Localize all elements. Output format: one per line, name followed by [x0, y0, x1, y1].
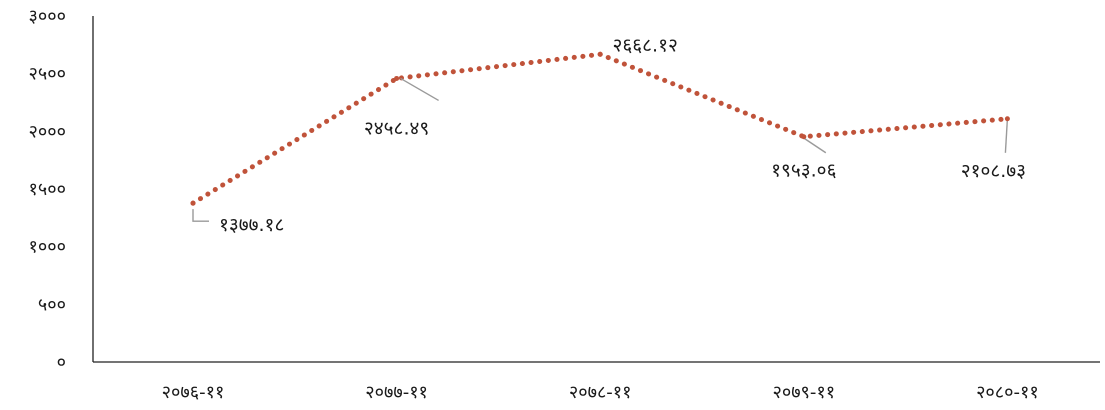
- y-tick-label: ३०००: [29, 6, 66, 27]
- x-tick-labels: २०७६-११ २०७७-११ २०७८-११ २०७९-११ २०८०-११: [162, 382, 1039, 403]
- data-label: २१०८.७३: [961, 160, 1026, 182]
- x-tick-label: २०७८-११: [569, 382, 632, 403]
- data-label-leaders: [192, 77, 1009, 222]
- x-tick-label: २०७७-११: [365, 382, 428, 403]
- data-label: १९५३.०६: [771, 160, 836, 182]
- data-points: [190, 51, 1010, 206]
- series-line: [190, 51, 1010, 206]
- x-tick-label: २०८०-११: [976, 382, 1039, 403]
- y-tick-label: २५००: [29, 64, 66, 85]
- y-tick-label: २०००: [29, 121, 66, 142]
- data-point: [394, 75, 400, 81]
- data-label-leader: [400, 77, 439, 102]
- data-label-leader: [1004, 118, 1009, 153]
- data-label: २६६८.१२: [613, 34, 678, 56]
- y-tick-label: ५००: [38, 294, 66, 315]
- data-label: २४५८.४९: [364, 117, 429, 139]
- data-label-leader: [801, 136, 827, 154]
- data-point: [801, 134, 807, 140]
- y-tick-labels: ० ५०० १००० १५०० २००० २५०० ३०००: [29, 6, 66, 373]
- data-label-leader: [192, 209, 209, 222]
- data-labels: १३७७.१८ २४५८.४९ २६६८.१२ १९५३.०६ २१०८.७३: [219, 34, 1026, 236]
- data-point: [190, 200, 196, 206]
- data-label: १३७७.१८: [219, 214, 284, 236]
- data-point: [1004, 116, 1010, 122]
- y-tick-label: १०००: [29, 237, 66, 258]
- y-tick-label: ०: [57, 352, 66, 373]
- y-tick-label: १५००: [29, 179, 66, 200]
- x-tick-label: २०७६-११: [162, 382, 225, 403]
- data-point: [597, 51, 603, 57]
- x-tick-label: २०७९-११: [772, 382, 835, 403]
